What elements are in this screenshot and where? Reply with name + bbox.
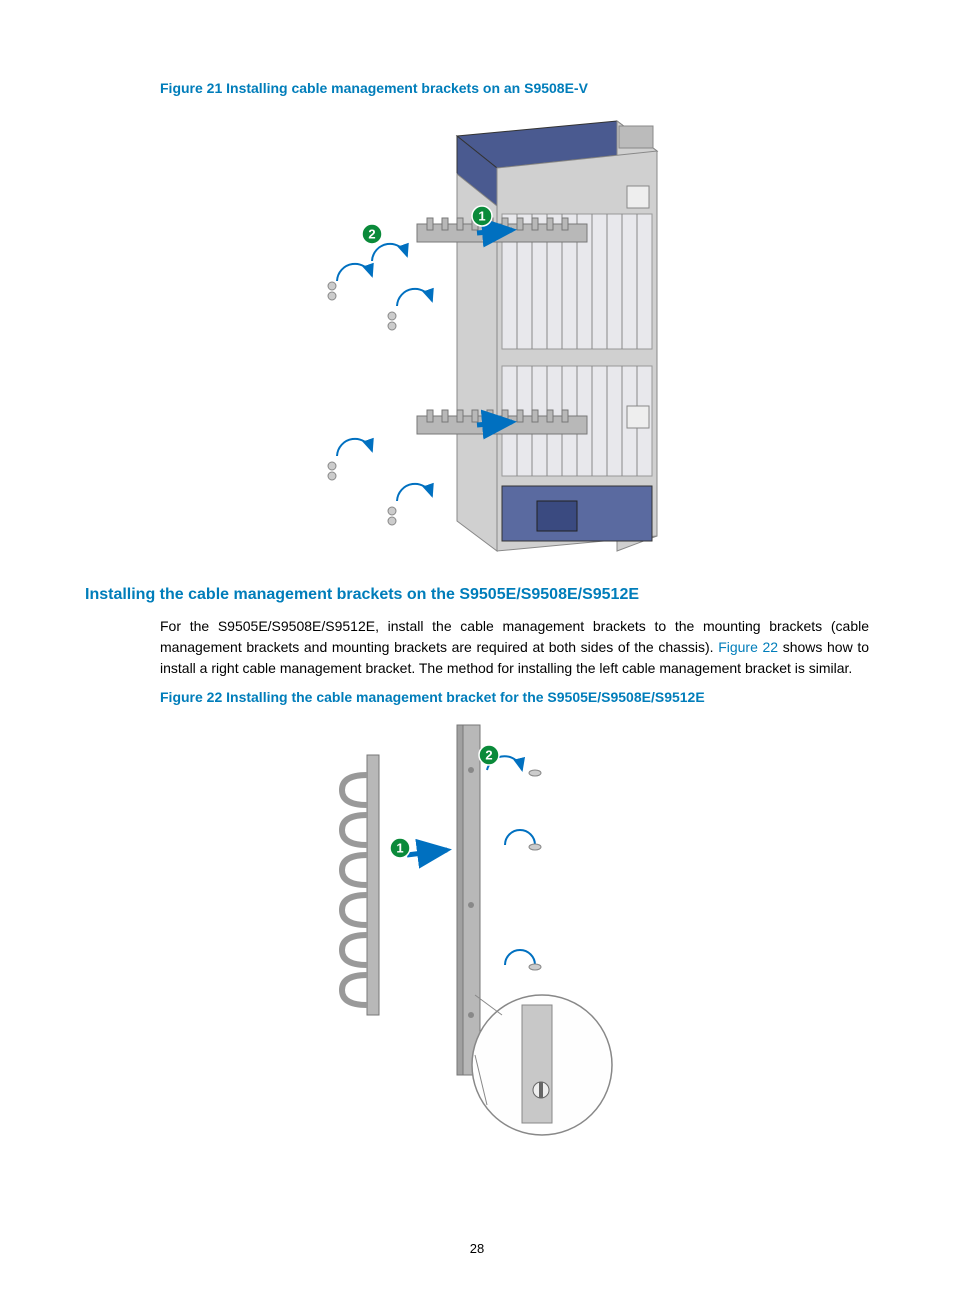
figure22-image: 1 2	[85, 715, 869, 1145]
section-paragraph: For the S9505E/S9508E/S9512E, install th…	[160, 616, 869, 679]
figure22-link[interactable]: Figure 22	[718, 639, 778, 655]
figure22-callout-2: 2	[485, 748, 492, 763]
figure21-callout-2: 2	[368, 227, 375, 242]
figure21-callout-1: 1	[478, 209, 485, 224]
section-heading: Installing the cable management brackets…	[85, 586, 869, 604]
figure21-caption: Figure 21 Installing cable management br…	[160, 80, 869, 96]
figure22-caption: Figure 22 Installing the cable managemen…	[160, 689, 869, 705]
page-number: 28	[0, 1241, 954, 1256]
figure22-callout-1: 1	[396, 841, 403, 856]
figure21-image: 1 2	[85, 106, 869, 566]
